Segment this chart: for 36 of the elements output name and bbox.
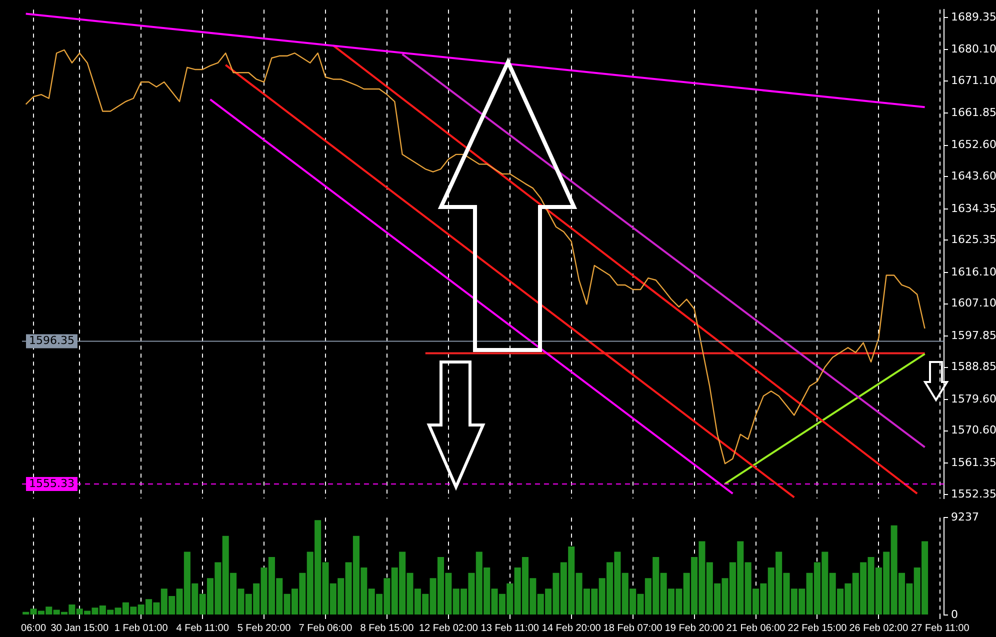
y-tick-label: 1689.35: [951, 10, 996, 24]
x-tick-label: 30 Jan 15:00: [50, 622, 109, 634]
y-tick-label: 9237: [951, 510, 979, 524]
y-tick-label: 1588.85: [951, 360, 996, 374]
y-tick-label: 1680.10: [951, 42, 996, 56]
y-tick-label: 1652.60: [951, 138, 996, 152]
x-tick-label: 06:00: [21, 622, 46, 634]
x-tick-label: 22 Feb 15:00: [788, 622, 848, 634]
y-tick-label: 1570.60: [951, 424, 996, 437]
ref-line-label: 1555.33: [29, 476, 74, 490]
x-tick-label: 1 Feb 01:00: [114, 622, 168, 634]
y-tick-label: 1625.35: [951, 233, 996, 246]
x-tick-label: 27 Feb 11:00: [911, 622, 970, 634]
y-tick-label: 1561.35: [951, 456, 996, 469]
x-tick-label: 18 Feb 07:00: [603, 622, 663, 634]
x-tick-label: 4 Feb 11:00: [176, 622, 230, 634]
y-tick-label: 1607.10: [951, 296, 996, 310]
y-tick-label: 0: [951, 608, 958, 621]
x-tick-label: 7 Feb 06:00: [298, 622, 353, 634]
y-tick-label: 1616.10: [951, 265, 996, 278]
x-tick-label: 8 Feb 15:00: [360, 622, 414, 634]
x-tick-label: 21 Feb 06:00: [726, 622, 786, 634]
y-tick-label: 1661.85: [951, 106, 996, 120]
x-tick-label: 19 Feb 20:00: [664, 622, 724, 634]
y-tick-label: 1597.85: [951, 328, 996, 342]
y-tick-label: 1634.35: [951, 202, 996, 215]
x-tick-label: 13 Feb 11:00: [480, 622, 540, 634]
x-tick-label: 12 Feb 02:00: [418, 622, 478, 634]
y-tick-label: 1671.10: [951, 74, 996, 87]
ref-line-label: 1596.35: [29, 334, 74, 348]
y-tick-label: 1643.60: [951, 170, 996, 183]
x-tick-label: 14 Feb 20:00: [542, 622, 602, 634]
y-tick-label: 1552.35: [951, 487, 996, 500]
x-tick-label: 26 Feb 02:00: [849, 622, 909, 634]
x-tick-label: 5 Feb 20:00: [237, 622, 292, 634]
y-tick-label: 1579.60: [951, 392, 996, 406]
